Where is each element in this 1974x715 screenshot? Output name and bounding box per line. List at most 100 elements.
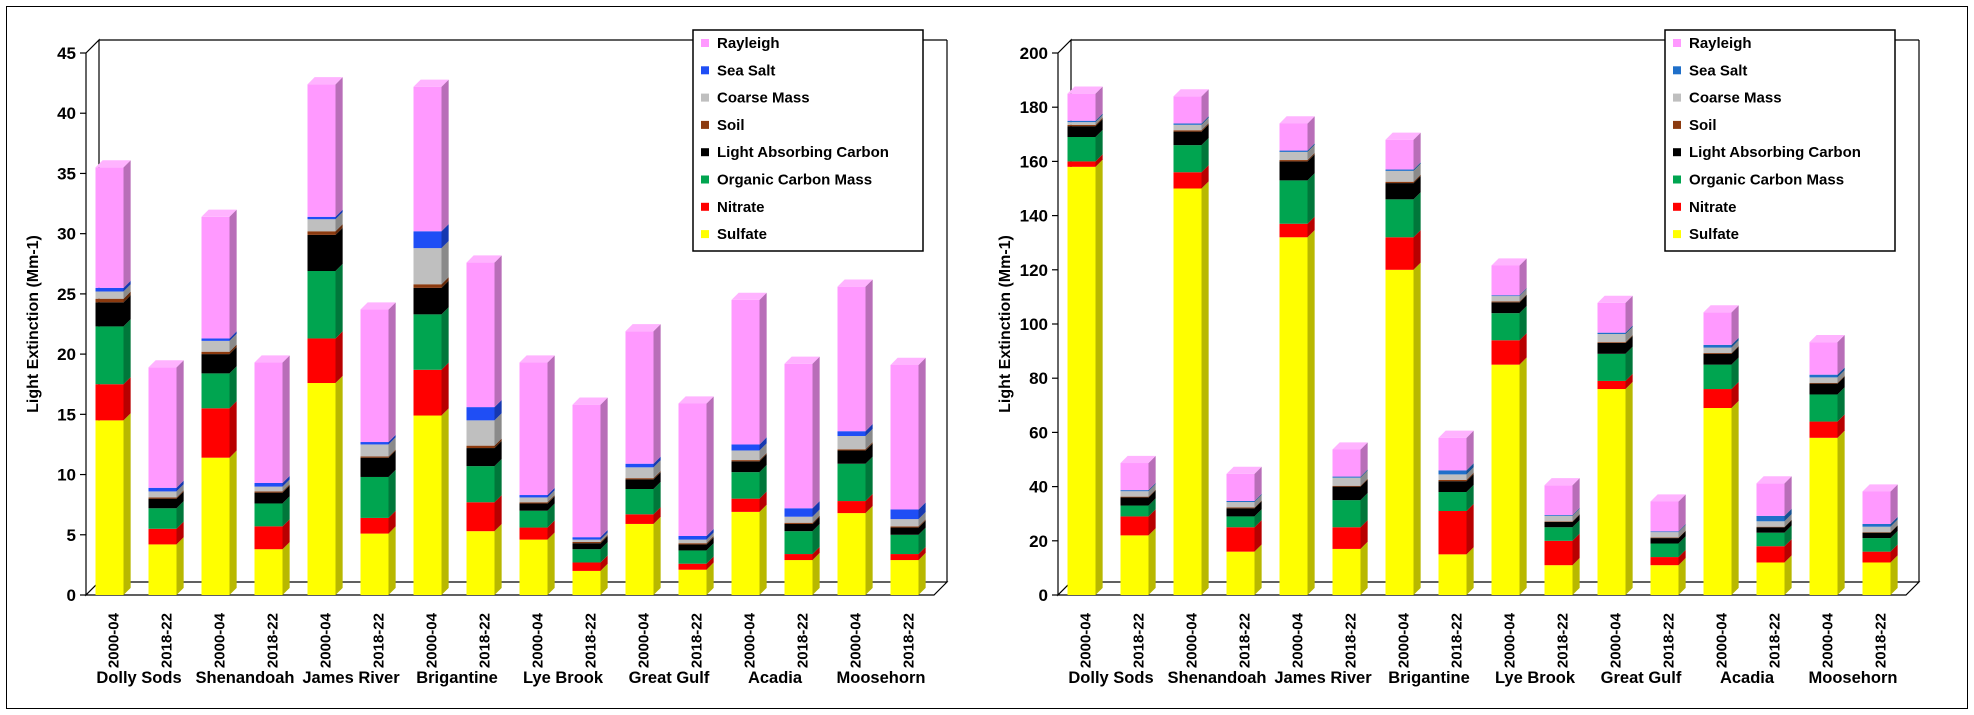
bar-segment-soil-side: [441, 277, 449, 288]
bar-segment-sea-salt-side: [1254, 493, 1262, 503]
bar-segment-light-absorbing-carbon-side: [282, 485, 290, 504]
x-tick-label: 2018-22: [1130, 613, 1147, 668]
bar-segment-rayleigh-side: [1625, 295, 1633, 333]
bar-segment-sulfate: [837, 513, 866, 595]
bar-segment-light-absorbing-carbon-side: [441, 280, 449, 315]
bar-top-cap: [201, 209, 237, 217]
bar-segment-light-absorbing-carbon: [254, 492, 283, 504]
stacked-bar: [201, 209, 237, 595]
bar-segment-sea-salt: [360, 442, 389, 445]
bar-segment-coarse-mass-side: [918, 511, 926, 527]
bar-segment-nitrate-side: [918, 546, 926, 561]
figure-frame: [6, 6, 1968, 709]
bar-segment-rayleigh: [572, 404, 601, 538]
bar-segment-sulfate-side: [1784, 555, 1792, 595]
bar-segment-organic-carbon-mass: [466, 466, 495, 503]
bar-segment-sea-salt: [1226, 500, 1255, 503]
bar-segment-sea-salt: [254, 482, 283, 487]
stacked-bar: [307, 77, 343, 595]
bar-segment-organic-carbon-mass: [360, 476, 389, 518]
x-tick-label: 2000-04: [1183, 612, 1200, 668]
bar-segment-rayleigh-side: [918, 357, 926, 510]
bar-segment-soil-side: [1466, 472, 1474, 482]
bar-segment-organic-carbon-mass-side: [388, 469, 396, 518]
stacked-bar: [519, 355, 555, 595]
bar-segment-nitrate-side: [335, 331, 343, 384]
bar-segment-organic-carbon-mass: [572, 549, 601, 563]
stacked-bar: [572, 397, 608, 595]
x-tick-label: 2018-22: [1872, 613, 1889, 668]
x-tick-label: 2000-04: [1819, 612, 1836, 668]
bar-segment-sulfate: [1703, 408, 1732, 595]
bar-segment-soil: [201, 351, 230, 355]
bar-segment-light-absorbing-carbon: [1809, 383, 1838, 395]
bar-segment-soil: [625, 478, 654, 480]
bar-segment-sea-salt: [625, 463, 654, 468]
bar-segment-light-absorbing-carbon-side: [1678, 530, 1686, 544]
site-group-label: Dolly Sods: [1068, 669, 1153, 687]
bar-segment-sea-salt-side: [282, 475, 290, 487]
bar-segment-sulfate-side: [335, 375, 343, 595]
bar-segment-organic-carbon-mass-side: [282, 496, 290, 527]
bar-segment-coarse-mass: [1491, 296, 1520, 302]
bar-segment-rayleigh: [625, 331, 654, 464]
bar-segment-organic-carbon-mass-side: [123, 319, 131, 385]
bar-top-cap: [1650, 494, 1686, 502]
bar-segment-organic-carbon-mass-side: [759, 464, 767, 499]
bar-segment-rayleigh-side: [1466, 430, 1474, 471]
site-group-label: Shenandoah: [1167, 669, 1266, 687]
bar-segment-sulfate-side: [1837, 430, 1845, 595]
bar-segment-sea-salt-side: [1625, 325, 1633, 335]
bar-segment-coarse-mass-side: [176, 484, 184, 498]
bar-segment-nitrate-side: [1254, 520, 1262, 552]
bar-segment-light-absorbing-carbon: [1756, 527, 1785, 533]
bar-segment-soil: [148, 497, 177, 499]
y-tick-label: 15: [57, 405, 76, 424]
bar-segment-coarse-mass-side: [1466, 467, 1474, 480]
bar-segment-soil: [1597, 342, 1626, 343]
bar-segment-coarse-mass: [201, 340, 230, 352]
bar-segment-organic-carbon-mass: [1120, 505, 1149, 517]
bar-segment-organic-carbon-mass-side: [1413, 192, 1421, 238]
bar-segment-nitrate-side: [1731, 381, 1739, 409]
bar-segment-sea-salt: [1332, 476, 1361, 478]
bar-segment-nitrate: [1067, 161, 1096, 167]
legend-label: Light Absorbing Carbon: [1689, 144, 1861, 161]
bar-segment-rayleigh-side: [547, 355, 555, 496]
bar-segment-rayleigh-side: [1890, 484, 1898, 524]
bar-segment-light-absorbing-carbon: [1120, 497, 1149, 506]
bar-segment-sea-salt-side: [1307, 143, 1315, 152]
bar-segment-coarse-mass-side: [1572, 508, 1580, 522]
stacked-bar: [1120, 455, 1156, 595]
x-tick-label: 2018-22: [370, 613, 387, 668]
bar-segment-light-absorbing-carbon-side: [812, 516, 820, 532]
bar-segment-sulfate-side: [759, 504, 767, 595]
bar-segment-soil-side: [1148, 489, 1156, 498]
legend-label: Sulfate: [1689, 226, 1739, 243]
bar-segment-soil-side: [865, 442, 873, 451]
bar-segment-rayleigh-side: [1731, 305, 1739, 345]
bar-segment-soil: [1067, 124, 1096, 127]
stacked-bar: [1650, 494, 1686, 595]
bar-segment-sea-salt: [1597, 332, 1626, 335]
x-tick-label: 2000-04: [1077, 612, 1094, 668]
bar-segment-sea-salt-side: [441, 224, 449, 249]
bar-segment-light-absorbing-carbon-side: [229, 346, 237, 374]
bar-segment-sea-salt-side: [1519, 288, 1527, 297]
bar-segment-organic-carbon-mass: [678, 550, 707, 564]
bar-segment-organic-carbon-mass-side: [600, 542, 608, 563]
bar-segment-sulfate-side: [1201, 181, 1209, 595]
bar-segment-rayleigh: [678, 403, 707, 536]
legend-label: Sea Salt: [717, 62, 775, 79]
bar-segment-rayleigh-side: [1784, 476, 1792, 516]
bar-segment-rayleigh: [1279, 123, 1308, 151]
bar-segment-rayleigh: [837, 286, 866, 432]
bar-segment-organic-carbon-mass-side: [441, 307, 449, 370]
bar-segment-rayleigh-side: [600, 397, 608, 538]
bar-segment-organic-carbon-mass-side: [1784, 525, 1792, 547]
legend-swatch: [701, 202, 709, 211]
bar-segment-light-absorbing-carbon-side: [1148, 490, 1156, 506]
bar-segment-light-absorbing-carbon: [519, 503, 548, 511]
bar-segment-coarse-mass: [1279, 151, 1308, 161]
y-axis-label: Light Extinction (Mm-1): [997, 235, 1014, 413]
